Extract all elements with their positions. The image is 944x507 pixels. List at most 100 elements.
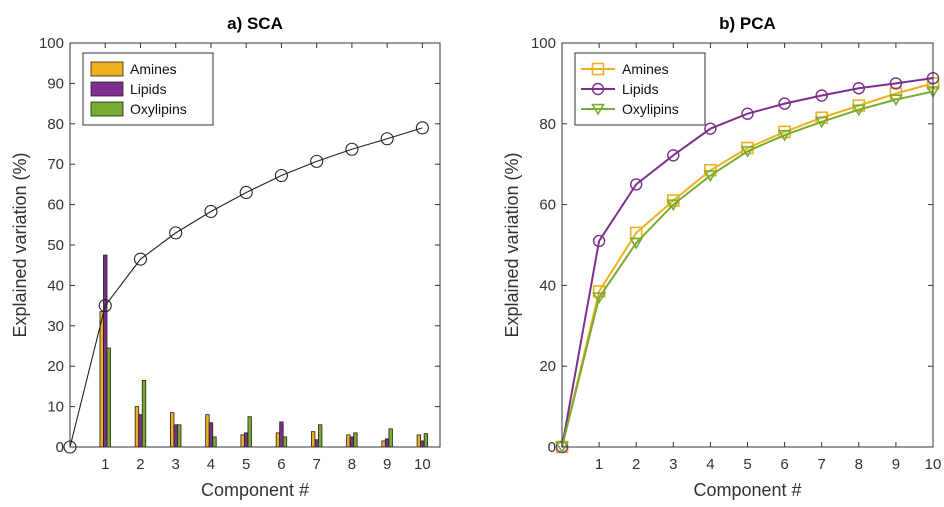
panel-b-legend-marker-lipids bbox=[591, 82, 605, 96]
panel-a-cumulative-point bbox=[310, 154, 324, 168]
panel-a-x-tick-label: 9 bbox=[383, 456, 391, 473]
panel-b-point-oxylipins bbox=[814, 116, 829, 129]
panel-a-bar-oxylipins-8 bbox=[353, 432, 358, 448]
panel-a-cumulative-point bbox=[169, 226, 183, 240]
panel-a-bar-lipids-2 bbox=[138, 414, 143, 448]
panel-b-point-lipids bbox=[592, 234, 606, 248]
panel-a-bar-lipids-10 bbox=[420, 440, 425, 448]
panel-b-legend-label-amines: Amines bbox=[622, 61, 669, 77]
panel-b-legend-marker-oxylipins bbox=[591, 103, 605, 116]
panel-b-x-tick-label: 7 bbox=[818, 456, 826, 473]
panel-b-point-oxylipins bbox=[889, 94, 903, 107]
panel-b-point-oxylipins bbox=[740, 146, 755, 158]
panel-a-cumulative-point bbox=[98, 299, 112, 313]
panel-a-x-tick-label: 8 bbox=[348, 456, 356, 473]
panel-b-point-oxylipins bbox=[666, 199, 681, 212]
panel-a-bar-lipids-9 bbox=[384, 438, 390, 448]
panel-b-x-tick-label: 4 bbox=[706, 456, 714, 473]
panel-a-y-tick-label: 80 bbox=[47, 116, 64, 133]
panel-a-x-tick-label: 2 bbox=[136, 456, 144, 473]
panel-a-cumulative-point bbox=[274, 168, 288, 183]
panel-b-legend-label-lipids: Lipids bbox=[622, 81, 659, 97]
panel-b-x-tick-label: 10 bbox=[925, 456, 942, 473]
panel-b-legend-label-oxylipins: Oxylipins bbox=[622, 101, 679, 117]
panel-b-y-tick-label: 0 bbox=[548, 439, 556, 456]
panel-a-x-tick-label: 3 bbox=[172, 456, 180, 473]
panel-a-y-tick-label: 70 bbox=[47, 156, 64, 173]
panel-a-bar-lipids-6 bbox=[279, 421, 284, 448]
panel-a-x-tick-label: 6 bbox=[277, 456, 285, 473]
panel-a-bar-oxylipins-1 bbox=[106, 347, 111, 448]
panel-a-bar-lipids-1 bbox=[103, 254, 108, 448]
panel-b-point-oxylipins bbox=[592, 292, 606, 305]
panel-b-point-oxylipins bbox=[703, 170, 718, 183]
panel-a-y-tick-label: 90 bbox=[47, 75, 64, 92]
panel-a-bar-lipids-8 bbox=[349, 436, 355, 448]
panel-b-line-oxylipins bbox=[561, 90, 934, 448]
panel-a-x-tick-label: 1 bbox=[101, 456, 109, 473]
panel-a-legend-label-oxylipins: Oxylipins bbox=[130, 101, 187, 117]
panel-b-line-lipids bbox=[561, 77, 934, 448]
panel-b-point-lipids bbox=[741, 107, 754, 120]
panel-b-point-oxylipins bbox=[777, 129, 792, 142]
panel-a-cumulative-point bbox=[380, 132, 394, 146]
panel-b-y-tick-label: 80 bbox=[539, 116, 556, 133]
panel-a-y-tick-label: 40 bbox=[47, 277, 64, 294]
panel-b-x-tick-label: 9 bbox=[892, 456, 900, 473]
panel-a-bar-lipids-3 bbox=[173, 424, 178, 448]
panel-a-title: a) SCA bbox=[227, 14, 283, 33]
panel-a-x-axis-label: Component # bbox=[201, 480, 309, 500]
panel-a-cumulative-point bbox=[133, 252, 148, 266]
panel-a-bar-lipids-7 bbox=[314, 439, 319, 448]
panel-a-bar-oxylipins-3 bbox=[177, 424, 182, 448]
panel-b-point-lipids bbox=[852, 82, 865, 95]
panel-b-legend-marker-amines bbox=[591, 62, 605, 76]
panel-b-y-axis-label: Explained variation (%) bbox=[502, 152, 522, 337]
panel-a-bar-oxylipins-5 bbox=[247, 416, 252, 448]
panel-a-bar-amines-5 bbox=[240, 434, 245, 448]
panel-a-cumulative-point bbox=[415, 121, 429, 135]
panel-b-x-tick-label: 8 bbox=[855, 456, 863, 473]
panel-b-title: b) PCA bbox=[719, 14, 776, 33]
panel-b-point-oxylipins bbox=[629, 237, 644, 250]
panel-b-y-tick-label: 20 bbox=[539, 358, 556, 375]
panel-a-cumulative-point bbox=[239, 185, 253, 200]
panel-b-y-tick-label: 40 bbox=[539, 277, 556, 294]
panel-b-x-axis-label: Component # bbox=[693, 480, 801, 500]
panel-a-bar-amines-1 bbox=[99, 311, 104, 448]
panel-a-y-tick-label: 60 bbox=[47, 197, 64, 214]
panel-a-bar-oxylipins-4 bbox=[212, 436, 217, 448]
panel-b-plot-frame bbox=[561, 42, 934, 448]
panel-a-legend-label-amines: Amines bbox=[130, 61, 177, 77]
panel-a-bar-amines-8 bbox=[346, 434, 351, 448]
panel-b-x-tick-label: 3 bbox=[669, 456, 677, 473]
panel-b-y-tick-label: 100 bbox=[531, 35, 556, 52]
panel-b-x-tick-label: 2 bbox=[632, 456, 640, 473]
panel-a-cumulative-line bbox=[69, 127, 423, 448]
panel-a-y-tick-label: 30 bbox=[47, 318, 64, 335]
panel-b-point-lipids bbox=[778, 97, 791, 110]
panel-a-legend-swatch-oxylipins bbox=[90, 101, 124, 117]
panel-a-bar-amines-9 bbox=[381, 440, 386, 448]
panel-a-cumulative-point bbox=[204, 204, 218, 219]
panel-a-bar-amines-6 bbox=[275, 432, 281, 448]
panel-a-bar-amines-4 bbox=[205, 414, 210, 448]
panel-b-point-lipids bbox=[889, 77, 903, 90]
panel-a-bar-oxylipins-7 bbox=[318, 424, 323, 448]
panel-a-y-tick-label: 20 bbox=[47, 358, 64, 375]
panel-b-point-oxylipins bbox=[851, 104, 866, 117]
panel-a-x-tick-label: 4 bbox=[207, 456, 215, 473]
panel-a-bar-oxylipins-6 bbox=[282, 436, 288, 448]
panel-a-bar-amines-7 bbox=[310, 431, 316, 448]
panel-a-y-tick-label: 100 bbox=[39, 35, 64, 52]
panel-b-line-amines bbox=[561, 82, 934, 448]
panel-a-legend-swatch-lipids bbox=[90, 81, 124, 97]
panel-a-y-tick-label: 10 bbox=[47, 399, 64, 416]
panel-a-bar-amines-2 bbox=[134, 406, 140, 448]
panel-a-y-tick-label: 50 bbox=[47, 237, 64, 254]
panel-a-bar-amines-10 bbox=[416, 434, 422, 448]
panel-b-x-tick-label: 5 bbox=[743, 456, 751, 473]
panel-b-point-lipids bbox=[630, 178, 643, 191]
panel-a-cumulative-point bbox=[345, 142, 359, 156]
